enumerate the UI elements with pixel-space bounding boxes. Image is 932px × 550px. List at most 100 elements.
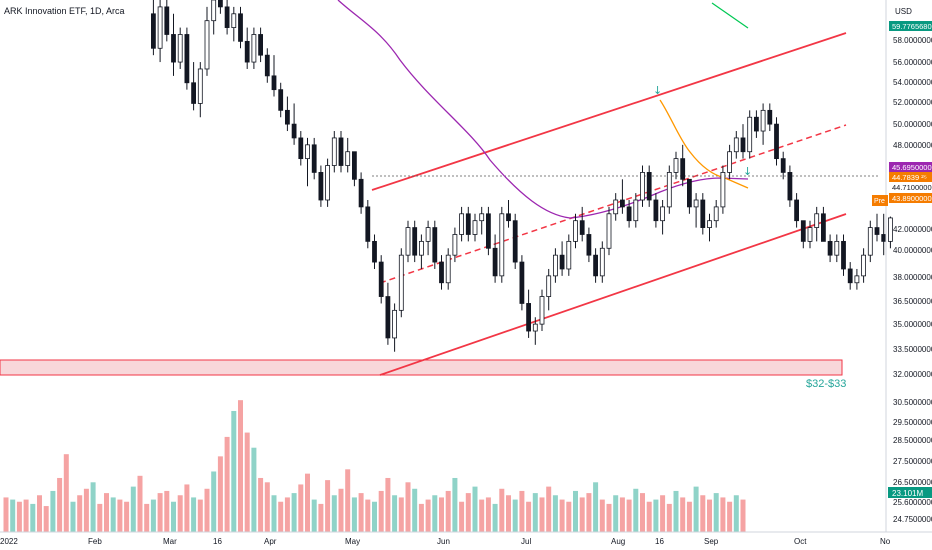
volume-bar[interactable] [512, 499, 518, 532]
volume-bar[interactable] [251, 447, 257, 532]
volume-bar[interactable] [532, 493, 538, 532]
volume-bar[interactable] [666, 503, 672, 532]
volume-bar[interactable] [70, 501, 76, 532]
candle-body[interactable] [318, 172, 324, 201]
volume-bar[interactable] [673, 490, 679, 532]
candle-body[interactable] [506, 213, 511, 222]
candle-body[interactable] [593, 254, 598, 277]
candle-body[interactable] [740, 137, 746, 153]
volume-bar[interactable] [519, 490, 525, 532]
volume-bar[interactable] [412, 488, 418, 532]
volume-bar[interactable] [707, 499, 712, 532]
candle-body[interactable] [418, 240, 424, 256]
candle-body[interactable] [459, 213, 465, 235]
volume-bar[interactable] [358, 493, 364, 532]
candle-body[interactable] [532, 323, 538, 332]
volume-bar[interactable] [77, 495, 83, 532]
candle-body[interactable] [821, 213, 826, 242]
candle-body[interactable] [800, 220, 806, 242]
candle-body[interactable] [338, 137, 344, 166]
candle-body[interactable] [874, 227, 880, 235]
candle-body[interactable] [485, 213, 491, 249]
candle-body[interactable] [305, 144, 310, 160]
candle-body[interactable] [492, 247, 498, 277]
volume-bar[interactable] [244, 432, 250, 532]
volume-bar[interactable] [291, 493, 297, 532]
volume-bar[interactable] [177, 495, 183, 532]
candle-body[interactable] [660, 206, 665, 222]
candle-body[interactable] [646, 172, 652, 201]
volume-bar[interactable] [351, 497, 357, 532]
candle-body[interactable] [579, 220, 585, 235]
volume-bar[interactable] [318, 503, 324, 532]
volume-bar[interactable] [559, 499, 565, 532]
volume-bar[interactable] [680, 497, 686, 532]
volume-bar[interactable] [184, 484, 190, 532]
volume-bar[interactable] [385, 477, 391, 532]
volume-bar[interactable] [157, 493, 163, 532]
volume-bar[interactable] [526, 501, 532, 532]
volume-bar[interactable] [10, 499, 16, 532]
volume-bar[interactable] [164, 490, 170, 532]
volume-bar[interactable] [3, 497, 9, 532]
candle-body[interactable] [613, 199, 619, 215]
volume-bar[interactable] [633, 488, 639, 532]
candle-body[interactable] [573, 220, 578, 242]
candle-body[interactable] [666, 172, 672, 208]
candle-body[interactable] [787, 172, 793, 201]
candle-body[interactable] [620, 199, 625, 208]
candle-body[interactable] [780, 158, 786, 173]
volume-bar[interactable] [552, 495, 558, 532]
candle-body[interactable] [687, 178, 692, 208]
volume-bar[interactable] [298, 484, 304, 532]
volume-bar[interactable] [405, 482, 411, 532]
candle-body[interactable] [827, 240, 833, 256]
volume-bar[interactable] [83, 488, 89, 532]
volume-bar[interactable] [425, 499, 431, 532]
volume-bar[interactable] [539, 497, 545, 532]
candle-body[interactable] [345, 151, 351, 166]
volume-bar[interactable] [398, 497, 404, 532]
volume-bar[interactable] [733, 495, 739, 532]
candle-body[interactable] [653, 199, 659, 222]
candle-body[interactable] [519, 261, 525, 304]
candle-body[interactable] [278, 89, 284, 111]
candle-body[interactable] [526, 303, 531, 332]
candle-body[interactable] [754, 116, 759, 132]
volume-bar[interactable] [217, 456, 223, 532]
candle-body[interactable] [171, 34, 176, 63]
candle-body[interactable] [512, 220, 518, 263]
candle-body[interactable] [412, 227, 418, 256]
candle-body[interactable] [351, 151, 357, 180]
volume-bar[interactable] [579, 497, 585, 532]
volume-bar[interactable] [646, 501, 652, 532]
candle-body[interactable] [760, 109, 766, 132]
volume-bar[interactable] [43, 506, 49, 532]
candle-body[interactable] [720, 172, 726, 208]
candle-body[interactable] [291, 123, 297, 139]
volume-bar[interactable] [345, 469, 351, 532]
volume-bar[interactable] [566, 501, 572, 532]
candle-body[interactable] [814, 213, 820, 228]
volume-bar[interactable] [16, 501, 22, 532]
candle-body[interactable] [405, 227, 411, 256]
volume-bar[interactable] [197, 499, 203, 532]
volume-bar[interactable] [258, 477, 264, 532]
candle-body[interactable] [392, 309, 398, 339]
candle-body[interactable] [559, 254, 565, 270]
candle-body[interactable] [325, 165, 331, 201]
volume-bar[interactable] [499, 488, 505, 532]
volume-bar[interactable] [171, 501, 176, 532]
volume-bar[interactable] [492, 503, 498, 532]
candle-body[interactable] [673, 158, 679, 173]
candle-body[interactable] [807, 227, 813, 242]
candle-body[interactable] [157, 6, 163, 49]
volume-bar[interactable] [117, 499, 123, 532]
volume-bar[interactable] [137, 475, 143, 532]
candle-body[interactable] [284, 109, 290, 125]
volume-bar[interactable] [599, 499, 605, 532]
volume-bar[interactable] [30, 503, 36, 532]
candle-body[interactable] [640, 172, 645, 201]
volume-bar[interactable] [110, 497, 116, 532]
candle-body[interactable] [747, 116, 753, 153]
